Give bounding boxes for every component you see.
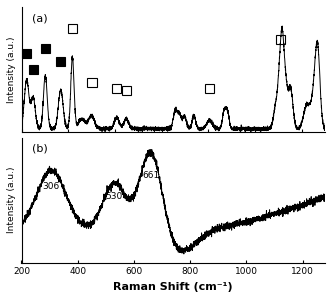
Bar [205,84,214,93]
Bar [29,65,38,74]
Bar [68,25,77,33]
Bar [276,35,285,44]
Text: 306: 306 [43,182,60,191]
Bar [41,44,50,53]
Bar [122,86,131,95]
Y-axis label: Intensity (a.u.): Intensity (a.u.) [7,36,16,103]
Bar [112,84,122,93]
Text: (b): (b) [32,144,48,154]
Y-axis label: Intensity (a.u.): Intensity (a.u.) [7,167,16,233]
Bar [87,79,97,88]
Text: (a): (a) [32,13,48,23]
X-axis label: Raman Shift (cm⁻¹): Raman Shift (cm⁻¹) [114,282,233,292]
Bar [22,49,31,58]
Text: 661: 661 [142,171,160,181]
Bar [56,57,65,66]
Text: 530: 530 [106,192,123,201]
